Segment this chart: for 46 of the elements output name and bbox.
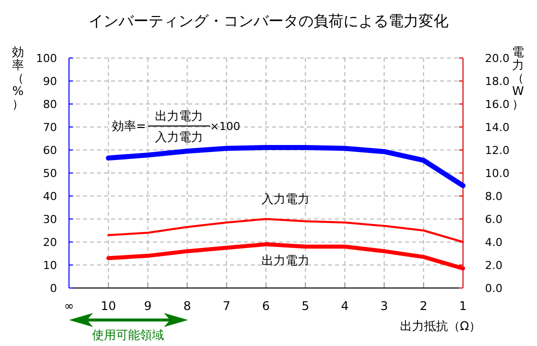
y2-tick-label: 0.0 xyxy=(485,282,502,295)
x-axis-title: 出力抵抗（Ω） xyxy=(400,319,481,333)
y-tick-label: 50 xyxy=(43,167,57,180)
chart-title: インバーティング・コンバータの負荷による電力変化 xyxy=(88,12,448,30)
y-axis-title: 効率（%） xyxy=(12,45,24,111)
y2-tick-label: 14.0 xyxy=(485,121,510,134)
y-tick-label: 100 xyxy=(36,52,57,65)
y-tick-label: 40 xyxy=(43,190,57,203)
y-tick-label: 10 xyxy=(43,259,57,272)
x-tick-label: 9 xyxy=(144,299,152,313)
y2-tick-label: 12.0 xyxy=(485,144,510,157)
y-tick-label: 90 xyxy=(43,75,57,88)
text: 使用可能領域 xyxy=(92,328,164,342)
y2-axis-title: 電力（W） xyxy=(512,45,524,111)
x-tick-label: 6 xyxy=(262,299,270,313)
series-label: 出力電力 xyxy=(262,253,310,268)
annotation: 効率= xyxy=(112,119,146,133)
x-tick-label: 1 xyxy=(459,299,467,313)
y2-tick-label: 2.0 xyxy=(485,259,502,272)
line-series xyxy=(107,218,464,243)
x-tick-label: 10 xyxy=(100,299,116,313)
x-tick-label: 4 xyxy=(340,299,349,313)
y2-tick-label: 10.0 xyxy=(485,167,510,180)
y-tick-label: 30 xyxy=(43,213,57,226)
y-tick-label: 20 xyxy=(43,236,57,249)
annotation: ×100 xyxy=(210,120,240,133)
series-label: 入力電力 xyxy=(262,192,310,206)
y-tick-label: 70 xyxy=(43,121,57,134)
x-tick-label: ∞ xyxy=(64,299,74,313)
annotation: 入力電力 xyxy=(155,130,203,144)
y2-tick-label: 20.0 xyxy=(485,52,510,65)
x-tick-label: 2 xyxy=(420,299,428,313)
y2-tick-label: 6.0 xyxy=(485,213,502,226)
annotation: 出力電力 xyxy=(155,109,203,123)
y-tick-label: 80 xyxy=(43,98,57,111)
y-tick-label: 60 xyxy=(43,144,57,157)
y2-tick-label: 16.0 xyxy=(485,98,510,111)
x-tick-label: 5 xyxy=(302,299,310,313)
y-tick-label: 0 xyxy=(50,282,57,295)
y2-tick-label: 8.0 xyxy=(485,190,502,203)
x-tick-label: 3 xyxy=(380,299,388,313)
x-tick-label: 7 xyxy=(222,299,230,313)
x-tick-label: 8 xyxy=(183,299,192,313)
line-series xyxy=(106,242,465,270)
y2-tick-label: 4.0 xyxy=(485,236,502,249)
y2-tick-label: 18.0 xyxy=(485,75,510,88)
